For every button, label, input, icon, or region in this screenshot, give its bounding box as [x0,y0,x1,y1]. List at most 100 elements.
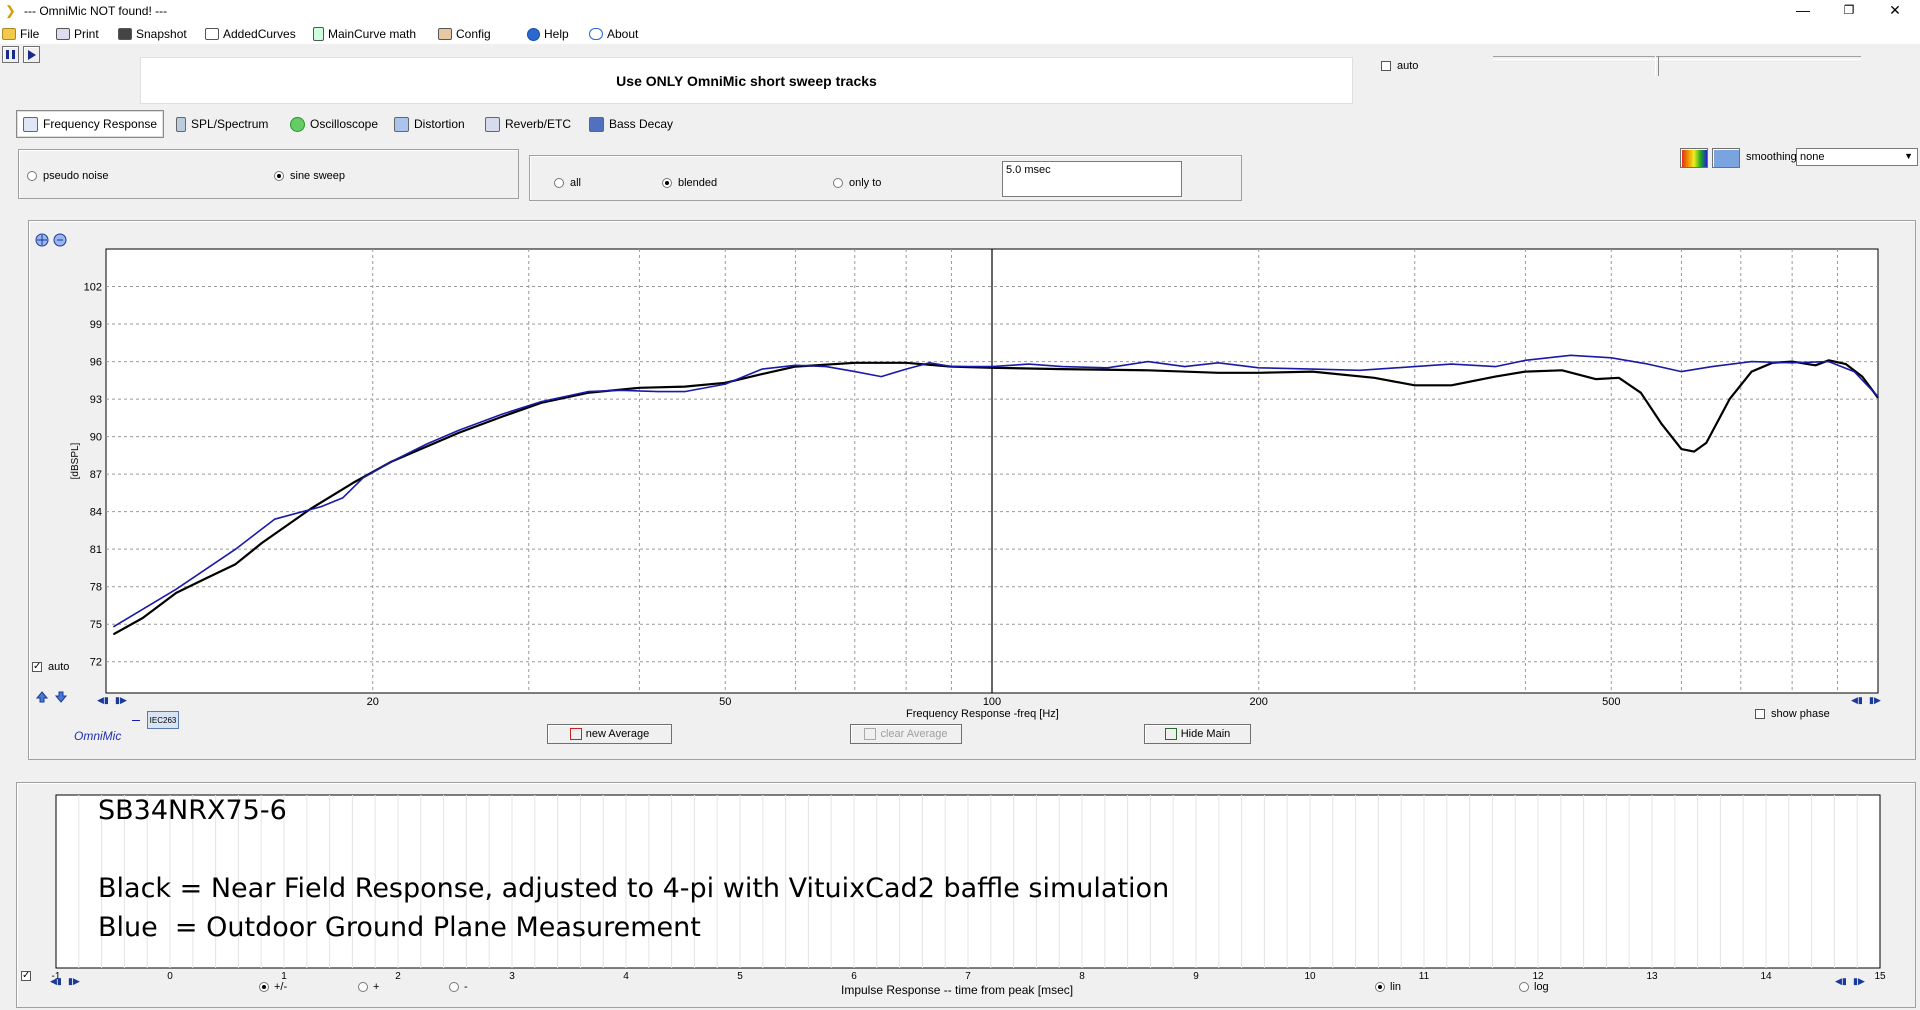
impulse-pan-right-end-button[interactable]: ▮▶ [1853,976,1865,986]
curves-icon [205,28,219,40]
title-bar: ❯ --- OmniMic NOT found! --- — ❐ ✕ [0,0,1920,22]
gate-time-input[interactable]: 5.0 msec [1002,161,1182,197]
tab-reverb-etc[interactable]: Reverb/ETC [478,110,578,138]
blue-curve-point [1217,362,1219,364]
signal-groupbox: pseudo noise sine sweep [18,149,519,199]
radio-sine-sweep[interactable]: sine sweep [274,170,345,182]
radio-label: blended [678,177,718,189]
fr-auto-checkbox[interactable]: ✓ auto [32,661,69,673]
menu-about[interactable]: About [589,25,638,43]
tab-bass-decay[interactable]: Bass Decay [582,110,680,138]
radio-label: only to [849,177,882,189]
blue-curve-point [1414,366,1416,368]
menu-addedcurves[interactable]: AddedCurves [205,25,296,43]
blue-curve-point [619,389,621,391]
polarity-radio-minus[interactable]: - [449,981,468,993]
scale-radio-log[interactable]: log [1519,981,1549,993]
help-icon [527,27,540,41]
black-curve-point [1061,368,1063,370]
impulse-panel [16,782,1916,1008]
slider-track-left[interactable] [1493,56,1657,60]
new-average-button[interactable]: new Average [547,724,672,744]
impulse-tick-label: 3 [509,971,515,982]
blue-curve-point [1853,371,1855,373]
radio-label: + [373,981,380,993]
radio-pseudo-noise[interactable]: pseudo noise [27,170,108,182]
blue-curve-point [1106,367,1109,369]
blue-curve-point [1028,363,1030,365]
menu-label: AddedCurves [223,27,296,41]
menu-snapshot[interactable]: Snapshot [118,25,187,43]
clear-average-button[interactable]: clear Average [850,724,962,744]
impulse-checkbox[interactable]: ✓ [21,968,31,982]
zoom-out-icon[interactable] [53,233,67,247]
iec-weighting-badge[interactable]: IEC263 [147,711,179,729]
checkbox-box [1381,61,1391,71]
curve-style-button[interactable] [1712,148,1740,168]
radio-dot [554,178,564,188]
blue-curve-point [1147,361,1149,363]
black-curve-point [1147,369,1149,371]
impulse-tick-label: 6 [851,971,857,982]
pan-left-button[interactable]: ◀▮ [97,695,109,705]
tab-oscilloscope[interactable]: Oscilloscope [283,110,385,138]
tab-frequency-response[interactable]: Frequency Response [16,110,165,138]
impulse-pan-left-button[interactable]: ◀▮ [50,976,62,986]
window-title: --- OmniMic NOT found! --- [24,4,168,18]
minimize-button[interactable]: — [1796,2,1810,18]
average-icon [569,728,582,740]
radio-only-to[interactable]: only to [833,177,881,189]
play-button[interactable] [23,46,40,63]
pan-left-end-button[interactable]: ◀▮ [1851,695,1863,705]
impulse-tick-label: 11 [1419,971,1430,982]
black-curve-point [1828,359,1830,361]
radio-blended[interactable]: blended [662,177,717,189]
restore-button[interactable]: ❐ [1843,3,1855,17]
menu-file[interactable]: File [2,25,39,43]
impulse-tick-label: 8 [1079,971,1085,982]
slider-track-right[interactable] [1657,56,1861,60]
menu-maincurve-math[interactable]: MainCurve math [313,25,416,43]
black-curve-point [175,592,177,594]
top-auto-checkbox[interactable]: auto [1381,60,1418,72]
polarity-radio-both[interactable]: +/- [259,981,287,993]
tab-spl-spectrum[interactable]: SPL/Spectrum [169,110,275,138]
radio-all[interactable]: all [554,177,581,189]
smoothing-select[interactable]: none ▼ [1796,148,1918,166]
slider-thumb[interactable] [1655,56,1659,76]
impulse-pan-left-end-button[interactable]: ◀▮ [1835,976,1847,986]
blue-curve-point [657,391,659,393]
impulse-pan-right-button[interactable]: ▮▶ [68,976,80,986]
radio-label: +/- [274,981,288,993]
y-axis-label: [dBSPL] [70,442,81,479]
close-button[interactable]: ✕ [1889,2,1901,18]
menu-config[interactable]: Config [438,25,491,43]
black-curve-point [1258,372,1260,374]
menu-print[interactable]: Print [56,25,99,43]
hide-main-button[interactable]: Hide Main [1144,724,1251,744]
black-curve-point [1814,364,1817,366]
zoom-in-icon[interactable] [35,233,49,247]
tab-distortion[interactable]: Distortion [387,110,472,138]
pause-button[interactable] [2,46,19,63]
scroll-down-icon[interactable] [55,691,67,703]
black-curve-point [1311,371,1314,373]
show-phase-checkbox[interactable]: show phase [1755,708,1830,720]
pan-right-end-button[interactable]: ▮▶ [1869,695,1881,705]
color-palette-button[interactable] [1680,148,1708,168]
frequency-response-chart: 72 75 78 81 84 87 90 93 96 99 102 20 50 100 200 500 [dBS… [70,248,1879,708]
radio-label: log [1534,981,1549,993]
black-curve-point [1561,369,1563,371]
scroll-up-icon[interactable] [36,691,48,703]
black-curve-point [1595,378,1597,380]
checkbox-box: ✓ [21,969,31,981]
impulse-tick-label: 0 [167,971,173,982]
pan-right-button[interactable]: ▮▶ [115,695,127,705]
black-curve-point [854,362,856,364]
polarity-radio-plus[interactable]: + [358,981,379,993]
blue-curve-point [1184,366,1186,368]
scale-radio-lin[interactable]: lin [1375,981,1401,993]
radio-dot [274,171,284,181]
menu-help[interactable]: Help [527,25,569,43]
